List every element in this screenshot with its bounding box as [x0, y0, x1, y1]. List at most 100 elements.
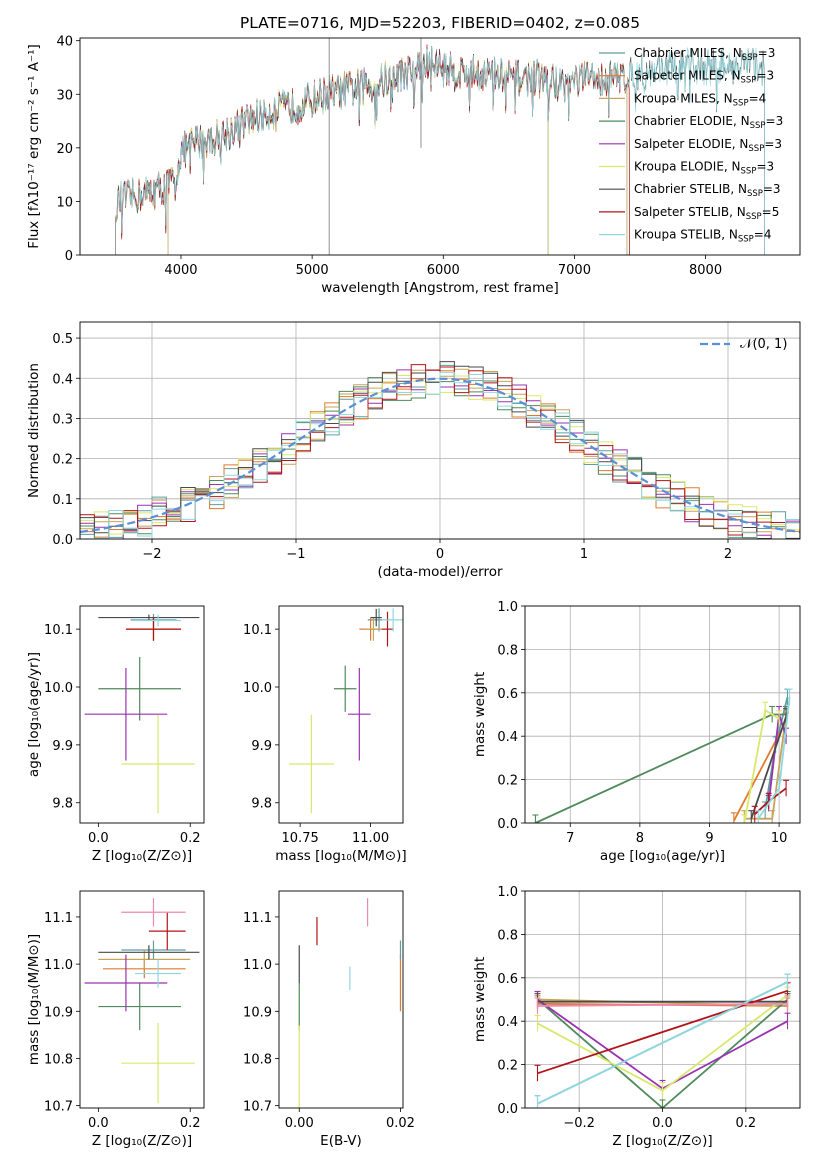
x-axis-label: Z [log₁₀(Z/Z⊙)]: [92, 1133, 192, 1149]
y-tick-label: 9.9: [251, 739, 272, 754]
y-tick-label: 10.7: [243, 1100, 272, 1115]
axes-frame: [524, 605, 801, 824]
spectrum-legend: Chabrier MILES, NSSP=3 Salpeter MILES, NS…: [599, 46, 783, 245]
y-tick-label: 0.0: [497, 817, 518, 832]
y-tick-label: 10.9: [243, 1005, 272, 1020]
x-tick-label: −0.2: [563, 1116, 595, 1131]
spectrum-chabrier-miles: [115, 46, 628, 255]
y-tick-label: 30: [56, 88, 73, 103]
weight-line: [536, 998, 789, 1108]
x-axis-label: Z [log₁₀(Z/Z⊙)]: [612, 1133, 712, 1149]
spectrum-kroupa-miles: [115, 47, 628, 255]
y-tick-label: 0.4: [497, 1015, 518, 1030]
x-axis-label: (data-model)/error: [377, 564, 503, 580]
x-tick-label: 10.75: [282, 831, 319, 846]
mass_vs_ebv-panel: 0.00 0.02 10.7 10.8 10.9 11.0 11.1 E(B-V): [243, 890, 415, 1149]
axes-frame: [524, 890, 801, 1109]
x-tick-label: −2: [142, 547, 161, 562]
x-tick-label: 1: [580, 547, 588, 562]
x-tick-label: −1: [286, 547, 305, 562]
y-tick-label: 10.0: [243, 681, 272, 696]
y-tick-label: 0.8: [497, 928, 518, 943]
legend-label: Chabrier MILES, NSSP=3: [634, 46, 775, 63]
weight-lines: [532, 688, 793, 823]
legend-label: Salpeter MILES, NSSP=3: [634, 69, 774, 86]
y-tick-label: 11.1: [44, 911, 73, 926]
x-tick-label: 8000: [689, 263, 722, 278]
legend-label: Salpeter STELIB, NSSP=5: [634, 205, 779, 222]
x-tick-label: 7000: [558, 263, 591, 278]
spectrum-salpeter-stelib: [115, 44, 630, 255]
weight-line: [535, 713, 787, 823]
x-tick-label: 0.0: [88, 831, 109, 846]
y-tick-label: 0.2: [497, 774, 518, 789]
axes-frame: [79, 605, 205, 824]
y-tick-label: 10.0: [44, 681, 73, 696]
spectrum-salpeter-miles: [115, 49, 630, 255]
legend-label: Chabrier STELIB, NSSP=3: [634, 182, 781, 199]
y-axis-label: Normed distribution: [26, 363, 42, 498]
y-tick-label: 0.0: [52, 533, 73, 548]
age_vs_Z-panel: 0.0 0.2 9.8 9.9 10.0 10.1 Z [log₁₀(Z/Z⊙)] age […: [26, 605, 205, 864]
y-tick-label: 10.7: [44, 1100, 73, 1115]
x-tick-label: 10: [771, 831, 788, 846]
weight_vs_Z-panel: −0.2 0.0 0.2 0.0 0.2 0.4 0.6 0.8 1.0 Z [log₁₀(Z/Z…: [472, 885, 801, 1149]
y-tick-label: 10.1: [243, 623, 272, 638]
x-tick-label: 6000: [427, 263, 460, 278]
y-tick-label: 11.0: [243, 958, 272, 973]
y-tick-label: 40: [56, 35, 73, 50]
legend-label: 𝒩(0, 1): [740, 337, 787, 352]
legend-label: Chabrier ELODIE, NSSP=3: [634, 114, 783, 131]
x-tick-label: 0.2: [735, 1116, 756, 1131]
y-tick-label: 10.8: [243, 1052, 272, 1067]
error-bars: [298, 898, 402, 1108]
axes-frame: [79, 321, 801, 540]
axes-frame: [278, 605, 404, 824]
weight-line: [537, 981, 788, 1105]
weight-line: [537, 1002, 788, 1007]
weight-lines: [534, 973, 791, 1108]
y-tick-label: 0.8: [497, 643, 518, 658]
x-tick-label: 2: [724, 547, 732, 562]
x-tick-label: 8: [636, 831, 644, 846]
spectrum-panel: 4000 5000 6000 7000 8000 0 10 20 30 40 wavelength …: [26, 35, 801, 296]
weight_vs_age-panel: 7 8 9 10 0.0 0.2 0.4 0.6 0.8 1.0 age [log₁₀(age/yr…: [472, 600, 801, 864]
legend-label: Kroupa ELODIE, NSSP=3: [634, 160, 774, 177]
x-axis-label: mass [log₁₀(M/M⊙)]: [275, 848, 406, 864]
x-tick-label: 0.0: [88, 1116, 109, 1131]
error-bars: [84, 898, 200, 1104]
axes-frame: [79, 37, 801, 256]
x-tick-label: 0.2: [180, 831, 201, 846]
y-axis-label: age [log₁₀(age/yr)]: [26, 652, 42, 777]
histograms: [80, 361, 800, 539]
x-tick-label: 11.00: [352, 831, 389, 846]
y-tick-label: 0.6: [497, 972, 518, 987]
histogram-kroupa-stelib: [80, 371, 800, 539]
residuals-panel: −2 −1 0 1 2 0.0 0.1 0.2 0.3 0.4 0.5 (data-model)/er…: [26, 321, 801, 580]
error-bars: [84, 614, 200, 814]
y-tick-label: 10.1: [44, 623, 73, 638]
error-bars: [288, 608, 403, 814]
legend-label: Kroupa MILES, NSSP=4: [634, 91, 766, 108]
y-tick-label: 10: [56, 195, 73, 210]
spectrum-kroupa-stelib: [115, 47, 765, 255]
histogram-salpeter-stelib: [80, 364, 800, 539]
weight-line: [750, 716, 787, 819]
weight-line: [733, 720, 787, 822]
y-tick-label: 10.9: [44, 1005, 73, 1020]
y-tick-label: 1.0: [497, 600, 518, 615]
x-tick-label: 0: [436, 547, 444, 562]
y-tick-label: 10.8: [44, 1052, 73, 1067]
x-axis-label: E(B-V): [320, 1133, 362, 1149]
y-tick-label: 1.0: [497, 885, 518, 900]
x-tick-label: 0.2: [180, 1116, 201, 1131]
x-axis-label: wavelength [Angstrom, rest frame]: [321, 280, 559, 296]
spectrum-lines: [115, 38, 765, 255]
x-tick-label: 4000: [164, 263, 197, 278]
y-tick-label: 9.9: [52, 739, 73, 754]
y-axis-label: Flux [fλ10⁻¹⁷ erg cm⁻² s⁻¹ A⁻¹]: [26, 44, 42, 249]
y-tick-label: 0.1: [52, 493, 73, 508]
y-tick-label: 20: [56, 142, 73, 157]
y-tick-label: 11.1: [243, 911, 272, 926]
y-tick-label: 0: [65, 249, 73, 264]
